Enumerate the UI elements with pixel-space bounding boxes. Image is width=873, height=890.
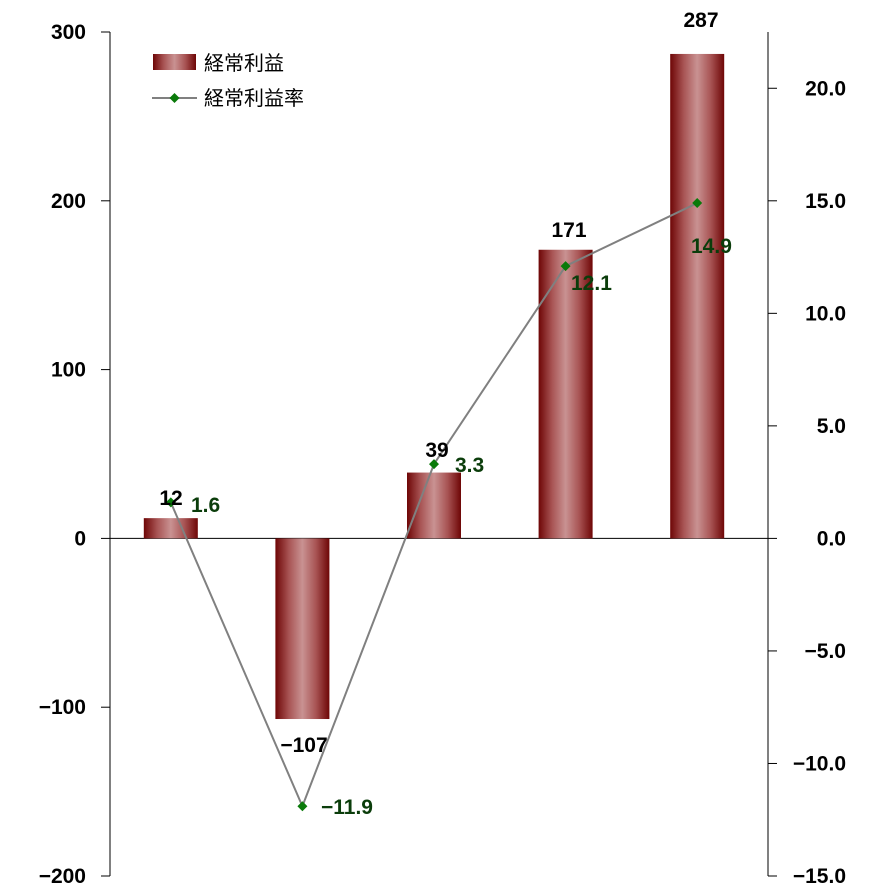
left-tick-label: 200 bbox=[51, 190, 86, 213]
rate-value-label: 1.6 bbox=[191, 494, 220, 517]
left-tick-label: 300 bbox=[51, 21, 86, 44]
bar bbox=[538, 249, 593, 539]
bar-value-label: 12 bbox=[159, 487, 182, 510]
right-tick-label: −10.0 bbox=[793, 752, 846, 775]
right-tick-label: −5.0 bbox=[805, 640, 846, 663]
right-tick-label: 20.0 bbox=[805, 77, 846, 100]
rate-marker bbox=[165, 497, 176, 508]
left-tick-label: 100 bbox=[51, 359, 86, 382]
rate-marker bbox=[429, 459, 439, 470]
bar bbox=[670, 53, 725, 539]
bar bbox=[407, 472, 461, 539]
line-series bbox=[165, 198, 703, 812]
right-tick-label: −15.0 bbox=[793, 865, 846, 888]
left-tick-label: −200 bbox=[39, 865, 86, 888]
right-tick-label: 5.0 bbox=[817, 415, 846, 438]
left-tick-label: 0 bbox=[74, 527, 86, 550]
bar-value-label: 287 bbox=[683, 9, 718, 32]
rate-value-label: −11.9 bbox=[321, 796, 373, 819]
bar bbox=[143, 518, 198, 539]
legend-line-marker bbox=[169, 93, 180, 103]
rate-marker bbox=[297, 801, 308, 812]
rate-marker bbox=[692, 198, 703, 209]
bar-value-label: 39 bbox=[425, 439, 448, 462]
bar-series bbox=[143, 53, 725, 720]
left-tick-label: −100 bbox=[39, 696, 86, 719]
bar-value-label: 171 bbox=[551, 219, 586, 242]
legend-bar-label: 経常利益 bbox=[204, 52, 284, 75]
axes: 300 200 100 0 −100 −200 20.0 15.0 10.0 5.0 0.0 −5.0… bbox=[39, 21, 846, 888]
rate-value-label: 12.1 bbox=[571, 272, 612, 295]
bar bbox=[275, 538, 330, 720]
data-labels: 12 −107 39 171 287 1.6 −11.9 3.3 12.1 14.9 bbox=[159, 9, 732, 819]
bar-value-label: −107 bbox=[280, 734, 327, 757]
right-tick-label: 0.0 bbox=[817, 527, 846, 550]
right-tick-label: 10.0 bbox=[805, 302, 846, 325]
rate-value-label: 3.3 bbox=[455, 454, 484, 477]
right-tick-label: 15.0 bbox=[805, 190, 846, 213]
legend-bar-swatch bbox=[153, 54, 196, 70]
legend-line-label: 経常利益率 bbox=[204, 87, 304, 110]
rate-value-label: 14.9 bbox=[691, 235, 732, 258]
rate-marker bbox=[560, 261, 571, 272]
